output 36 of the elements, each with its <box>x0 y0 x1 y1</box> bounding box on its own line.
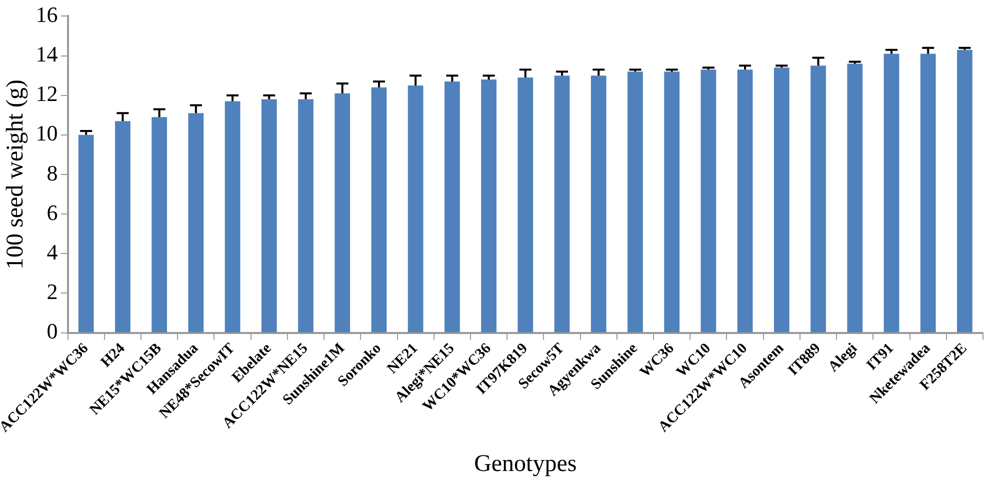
y-tick-label: 16 <box>36 2 58 27</box>
bar <box>481 80 496 332</box>
bar <box>810 66 826 332</box>
y-tick-label: 6 <box>46 200 58 225</box>
bar <box>774 68 790 332</box>
bar <box>78 134 94 332</box>
bar <box>957 50 972 332</box>
y-tick-label: 10 <box>36 120 58 146</box>
bar <box>700 70 716 332</box>
bar <box>664 72 680 332</box>
bar <box>371 87 387 332</box>
bar <box>628 72 643 332</box>
bar <box>261 99 277 332</box>
bar <box>737 70 753 332</box>
y-tick-label: 14 <box>36 42 58 67</box>
bar <box>554 76 570 332</box>
bar <box>920 54 936 332</box>
bar <box>590 76 606 332</box>
bar <box>847 64 863 332</box>
x-axis-title: Genotypes <box>474 450 577 477</box>
y-tick-label: 4 <box>46 239 58 264</box>
bar <box>334 93 350 332</box>
y-tick-label: 2 <box>46 279 58 304</box>
bar <box>152 117 168 332</box>
bar <box>298 99 314 332</box>
y-axis-title: 100 seed weight (g) <box>2 80 29 270</box>
bar <box>115 121 130 332</box>
bar <box>884 54 900 332</box>
y-tick-label: 12 <box>36 81 58 106</box>
bar <box>444 82 460 332</box>
bar <box>188 113 204 332</box>
y-tick-label: 0 <box>46 318 58 344</box>
bar <box>224 101 240 332</box>
bar <box>408 85 424 332</box>
y-tick-label: 8 <box>46 160 58 186</box>
bar <box>518 78 534 332</box>
